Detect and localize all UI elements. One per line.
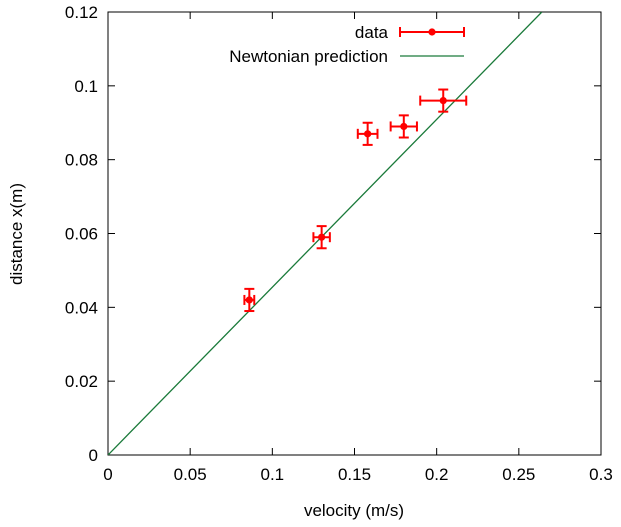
y-tick-label: 0.06 (65, 225, 98, 244)
x-axis-ticks: 0 0.05 0.1 0.15 0.2 0.25 0.3 (103, 12, 613, 484)
legend-swatch-data (399, 27, 465, 37)
data-marker (439, 97, 447, 105)
data-marker (400, 122, 408, 131)
legend-marker (428, 28, 436, 36)
y-tick-label: 0.12 (65, 3, 98, 22)
data-point (243, 287, 256, 313)
data-point (312, 225, 331, 250)
x-tick-label: 0.15 (338, 465, 371, 484)
data-point (356, 121, 379, 146)
series-layer (108, 12, 543, 455)
y-tick-label: 0.1 (74, 77, 98, 96)
x-tick-label: 0.2 (425, 465, 449, 484)
legend-label-newtonian: Newtonian prediction (229, 47, 388, 66)
y-axis-label: distance x(m) (7, 183, 26, 285)
data-point (419, 88, 468, 113)
y-tick-label: 0.02 (65, 372, 98, 391)
x-tick-label: 0.05 (174, 465, 207, 484)
x-tick-label: 0.25 (502, 465, 535, 484)
x-tick-label: 0.3 (589, 465, 613, 484)
data-marker (318, 233, 326, 241)
newtonian-prediction-line (108, 12, 543, 455)
x-axis-label: velocity (m/s) (304, 501, 404, 520)
plot-frame (107, 11, 602, 456)
data-point (389, 114, 418, 139)
y-axis-ticks: 0 0.02 0.04 0.06 0.08 0.1 0.12 (65, 3, 601, 465)
y-tick-label: 0.04 (65, 298, 98, 317)
data-marker (364, 130, 372, 138)
y-tick-label: 0.08 (65, 151, 98, 170)
x-tick-label: 0.1 (261, 465, 285, 484)
data-marker (245, 296, 253, 304)
x-tick-label: 0 (103, 465, 112, 484)
y-tick-label: 0 (89, 446, 98, 465)
legend: data Newtonian prediction (229, 23, 465, 66)
plot-border (107, 11, 602, 456)
legend-label-data: data (355, 23, 389, 42)
